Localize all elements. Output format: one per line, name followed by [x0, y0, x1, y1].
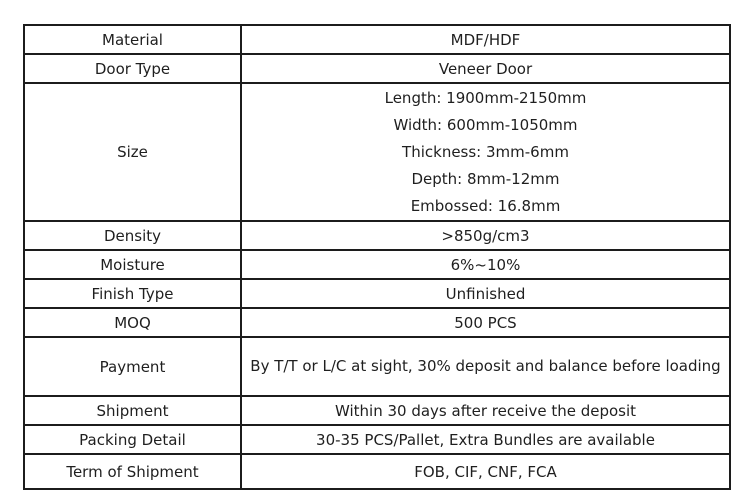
row-value-term-of-shipment: FOB, CIF, CNF, FCA: [240, 453, 731, 490]
table-row-door-type: Door Type Veneer Door: [23, 53, 731, 84]
row-label-moq: MOQ: [23, 307, 242, 338]
table-row-payment: Payment By T/T or L/C at sight, 30% depo…: [23, 336, 731, 397]
table-row-shipment: Shipment Within 30 days after receive th…: [23, 395, 731, 426]
row-label-shipment: Shipment: [23, 395, 242, 426]
table-row-moq: MOQ 500 PCS: [23, 307, 731, 338]
row-value-packing-detail: 30-35 PCS/Pallet, Extra Bundles are avai…: [240, 424, 731, 455]
product-spec-table: Material MDF/HDF Door Type Veneer Door S…: [23, 24, 731, 490]
table-row-size: Size Length: 1900mm-2150mm Width: 600mm-…: [23, 82, 731, 222]
row-label-size: Size: [23, 82, 242, 222]
row-label-packing-detail: Packing Detail: [23, 424, 242, 455]
row-value-door-type: Veneer Door: [240, 53, 731, 84]
table-row-density: Density >850g/cm3: [23, 220, 731, 251]
row-value-shipment: Within 30 days after receive the deposit: [240, 395, 731, 426]
row-value-payment: By T/T or L/C at sight, 30% deposit and …: [240, 336, 731, 397]
row-label-density: Density: [23, 220, 242, 251]
row-value-size: Length: 1900mm-2150mm Width: 600mm-1050m…: [240, 82, 731, 222]
table-row-packing-detail: Packing Detail 30-35 PCS/Pallet, Extra B…: [23, 424, 731, 455]
size-line-length: Length: 1900mm-2150mm: [384, 88, 587, 107]
size-line-thickness: Thickness: 3mm-6mm: [402, 142, 569, 161]
size-line-depth: Depth: 8mm-12mm: [411, 169, 560, 188]
row-value-density: >850g/cm3: [240, 220, 731, 251]
row-value-finish-type: Unfinished: [240, 278, 731, 309]
row-label-payment: Payment: [23, 336, 242, 397]
table-row-material: Material MDF/HDF: [23, 24, 731, 55]
row-value-moq: 500 PCS: [240, 307, 731, 338]
row-label-material: Material: [23, 24, 242, 55]
row-label-finish-type: Finish Type: [23, 278, 242, 309]
row-value-moisture: 6%~10%: [240, 249, 731, 280]
row-label-door-type: Door Type: [23, 53, 242, 84]
row-label-moisture: Moisture: [23, 249, 242, 280]
table-row-term-of-shipment: Term of Shipment FOB, CIF, CNF, FCA: [23, 453, 731, 490]
table-row-moisture: Moisture 6%~10%: [23, 249, 731, 280]
table-row-finish-type: Finish Type Unfinished: [23, 278, 731, 309]
size-line-embossed: Embossed: 16.8mm: [410, 196, 561, 215]
size-line-width: Width: 600mm-1050mm: [393, 115, 578, 134]
row-value-material: MDF/HDF: [240, 24, 731, 55]
row-label-term-of-shipment: Term of Shipment: [23, 453, 242, 490]
